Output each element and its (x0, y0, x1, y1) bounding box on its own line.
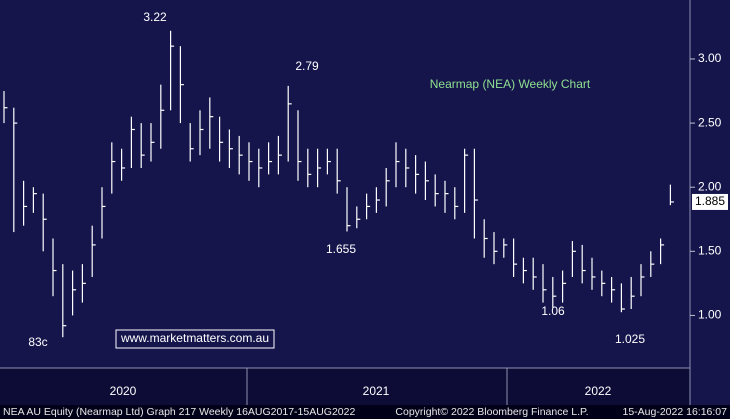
annotation: 3.22 (143, 10, 167, 24)
y-tick-label: 1.50 (698, 243, 722, 257)
chart-title: Nearmap (NEA) Weekly Chart (430, 77, 591, 91)
last-price-label: 1.885 (695, 194, 725, 208)
annotation: 83c (28, 335, 47, 349)
footer-text: Copyright© 2022 Bloomberg Finance L.P. (395, 406, 588, 418)
y-tick-label: 2.50 (698, 115, 722, 129)
x-year-label: 2021 (363, 384, 390, 398)
last-price-tag (692, 193, 728, 210)
footer-text: NEA AU Equity (Nearmap Ltd) Graph 217 We… (3, 406, 355, 418)
y-tick-label: 2.00 (698, 179, 722, 193)
x-year-label: 2020 (110, 384, 137, 398)
background (0, 0, 730, 405)
annotation: 1.655 (326, 242, 356, 256)
watermark-box (115, 329, 275, 349)
annotation: 1.06 (541, 304, 565, 318)
annotation: 1.025 (615, 332, 645, 346)
footer-band (0, 405, 730, 419)
annotation: 2.79 (295, 59, 319, 73)
x-year-label: 2022 (585, 384, 612, 398)
watermark: www.marketmatters.com.au (120, 331, 269, 345)
y-tick-label: 3.00 (698, 51, 722, 65)
footer-text: 15-Aug-2022 16:16:07 (622, 406, 727, 418)
x-axis-band (0, 368, 690, 405)
y-tick-label: 1.00 (698, 308, 722, 322)
